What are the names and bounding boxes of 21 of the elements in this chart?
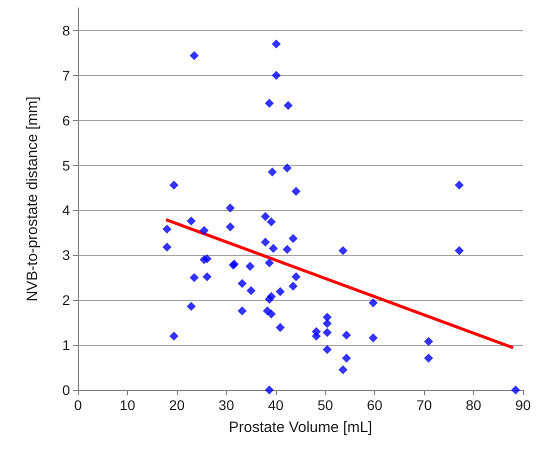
x-tick-label: 60 [366,397,383,413]
x-tick-label: 70 [416,397,432,413]
y-tick-label: 4 [62,202,70,218]
x-tick-label: 0 [74,397,82,413]
y-axis-title: NVB-to-prostate distance [mm] [24,96,41,302]
x-tick-label: 40 [268,397,284,413]
y-tick-label: 2 [62,292,70,308]
x-tick-label: 80 [466,397,482,413]
y-tick-label: 1 [62,337,70,354]
x-tick-label: 90 [515,397,531,413]
y-tick-label: 6 [62,112,70,128]
x-tick-label: 10 [120,397,136,413]
y-tick-label: 8 [62,22,70,38]
y-tick-label: 0 [62,382,70,398]
y-tick-label: 3 [62,247,70,264]
x-axis-title: Prostate Volume [mL] [228,419,372,436]
x-tick-label: 50 [317,397,334,413]
y-tick-label: 5 [62,157,70,174]
y-tick-label: 7 [62,67,70,84]
x-tick-label: 20 [169,397,185,413]
x-tick-label: 30 [218,397,234,413]
